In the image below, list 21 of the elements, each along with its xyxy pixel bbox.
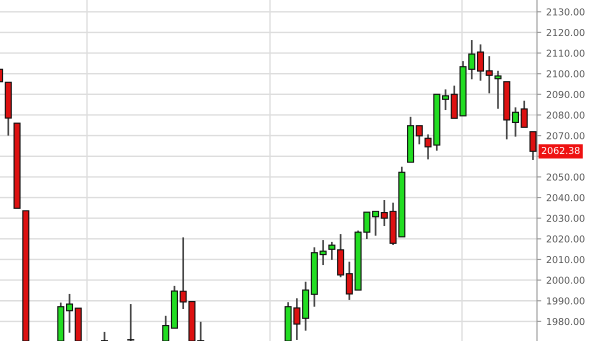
y-tick-label: 1990.00 bbox=[547, 297, 584, 304]
candlestick bbox=[162, 314, 170, 341]
y-tick-label: 2020.00 bbox=[546, 235, 584, 243]
y-tick-label: 2110.00 bbox=[546, 50, 584, 57]
y-tick-label: 2100.00 bbox=[546, 70, 584, 78]
annotation: 2062.38 bbox=[542, 146, 580, 154]
candlestick bbox=[100, 331, 108, 341]
y-tick-label: 2010.00 bbox=[546, 256, 584, 264]
y-tick-label: 2130.00 bbox=[546, 8, 584, 16]
y-tick-label: 2070.00 bbox=[546, 132, 584, 140]
candlestick bbox=[416, 124, 423, 146]
y-tick-label: 2080.00 bbox=[546, 112, 584, 119]
y-tick-label: 2120.00 bbox=[546, 28, 584, 36]
y-tick-label: 2030.00 bbox=[546, 214, 584, 222]
candlestick bbox=[127, 303, 134, 341]
candlestick bbox=[424, 134, 432, 160]
y-tick-label: 1980.00 bbox=[547, 318, 584, 326]
y-tick-label: 2090.00 bbox=[546, 90, 584, 98]
y-tick-label: 2040.00 bbox=[546, 194, 584, 202]
y-tick-label: 2050.00 bbox=[546, 173, 584, 181]
y-tick-label: 2000.00 bbox=[546, 276, 584, 284]
